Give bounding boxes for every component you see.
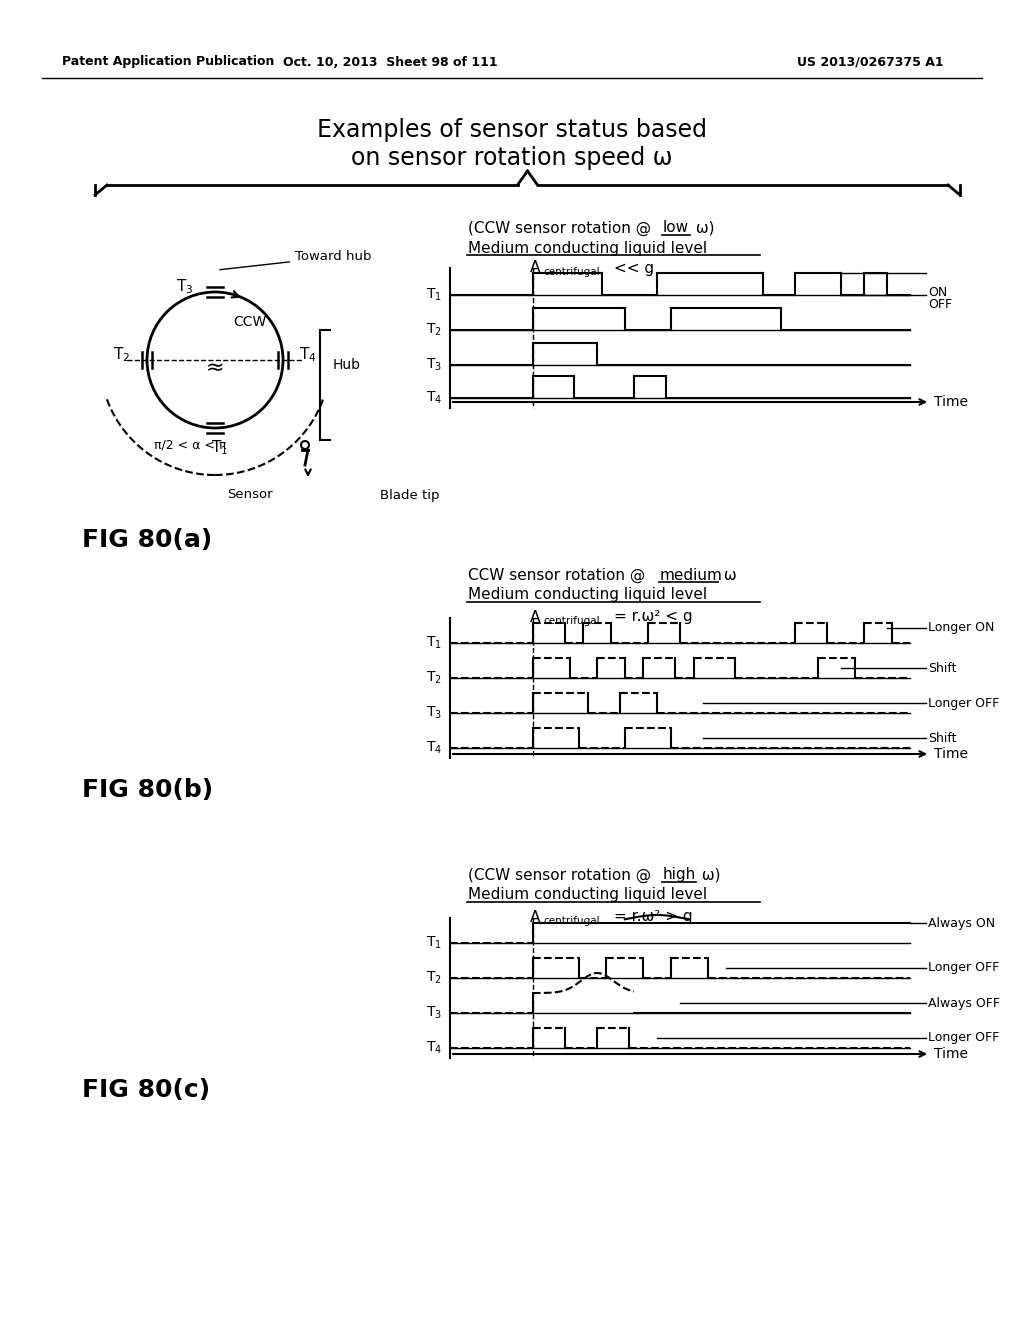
Text: (CCW sensor rotation @: (CCW sensor rotation @ <box>468 867 656 883</box>
Text: CCW sensor rotation @: CCW sensor rotation @ <box>468 568 650 582</box>
Text: FIG 80(c): FIG 80(c) <box>82 1078 210 1102</box>
Text: FIG 80(a): FIG 80(a) <box>82 528 212 552</box>
Text: on sensor rotation speed ω: on sensor rotation speed ω <box>351 147 673 170</box>
Text: T$_1$: T$_1$ <box>426 286 442 304</box>
Text: = r.ω² > g: = r.ω² > g <box>614 909 692 924</box>
Text: centrifugal: centrifugal <box>543 616 600 626</box>
Text: A: A <box>530 909 541 924</box>
Text: T$_1$: T$_1$ <box>211 438 228 457</box>
Text: Hub: Hub <box>333 358 361 372</box>
Text: FIG 80(b): FIG 80(b) <box>82 777 213 803</box>
Text: = r.ω² < g: = r.ω² < g <box>614 610 692 624</box>
Text: T$_4$: T$_4$ <box>299 346 316 364</box>
Text: centrifugal: centrifugal <box>543 267 600 277</box>
Text: Longer ON: Longer ON <box>928 622 994 635</box>
Text: Time: Time <box>934 395 968 409</box>
Text: ω): ω) <box>691 220 715 235</box>
Text: centrifugal: centrifugal <box>543 916 600 927</box>
Text: T$_2$: T$_2$ <box>426 970 442 986</box>
Text: Patent Application Publication: Patent Application Publication <box>62 55 274 69</box>
Text: Longer OFF: Longer OFF <box>928 961 999 974</box>
Text: US 2013/0267375 A1: US 2013/0267375 A1 <box>797 55 943 69</box>
Text: T$_4$: T$_4$ <box>426 1040 442 1056</box>
Text: T$_1$: T$_1$ <box>426 635 442 651</box>
Text: T$_3$: T$_3$ <box>426 705 442 721</box>
Text: ≈: ≈ <box>206 358 224 378</box>
Text: Always OFF: Always OFF <box>928 997 1000 1010</box>
Text: CCW: CCW <box>233 315 266 329</box>
Text: Toward hub: Toward hub <box>220 251 372 269</box>
Text: OFF: OFF <box>928 298 952 312</box>
Text: T$_4$: T$_4$ <box>426 739 442 756</box>
Text: ON: ON <box>928 285 947 298</box>
Text: T$_1$: T$_1$ <box>426 935 442 952</box>
Text: Time: Time <box>934 1047 968 1061</box>
Text: Shift: Shift <box>928 731 956 744</box>
Text: Oct. 10, 2013  Sheet 98 of 111: Oct. 10, 2013 Sheet 98 of 111 <box>283 55 498 69</box>
Text: π/2 < α < π: π/2 < α < π <box>154 438 226 451</box>
Text: Blade tip: Blade tip <box>380 488 439 502</box>
Text: Longer OFF: Longer OFF <box>928 697 999 710</box>
Text: Shift: Shift <box>928 661 956 675</box>
Text: Medium conducting liquid level: Medium conducting liquid level <box>468 887 708 903</box>
Text: ω): ω) <box>697 867 721 883</box>
Text: T$_2$: T$_2$ <box>426 669 442 686</box>
Text: medium: medium <box>660 568 723 582</box>
Text: T$_3$: T$_3$ <box>426 356 442 374</box>
Text: A: A <box>530 610 541 624</box>
Text: high: high <box>663 867 696 883</box>
Text: ω: ω <box>719 568 736 582</box>
Text: Longer OFF: Longer OFF <box>928 1031 999 1044</box>
Text: T$_3$: T$_3$ <box>426 1005 442 1022</box>
Text: Always ON: Always ON <box>928 916 995 929</box>
Text: A: A <box>530 260 541 276</box>
Text: T$_2$: T$_2$ <box>426 322 442 338</box>
Text: Medium conducting liquid level: Medium conducting liquid level <box>468 240 708 256</box>
Text: << g: << g <box>614 260 654 276</box>
Text: Examples of sensor status based: Examples of sensor status based <box>317 117 707 143</box>
Text: (CCW sensor rotation @: (CCW sensor rotation @ <box>468 220 656 235</box>
Text: T$_2$: T$_2$ <box>114 346 131 364</box>
Text: low: low <box>663 220 689 235</box>
Text: T$_3$: T$_3$ <box>176 277 194 297</box>
Text: Time: Time <box>934 747 968 762</box>
Text: Medium conducting liquid level: Medium conducting liquid level <box>468 587 708 602</box>
Text: T$_4$: T$_4$ <box>426 389 442 407</box>
Text: Sensor: Sensor <box>227 488 272 502</box>
